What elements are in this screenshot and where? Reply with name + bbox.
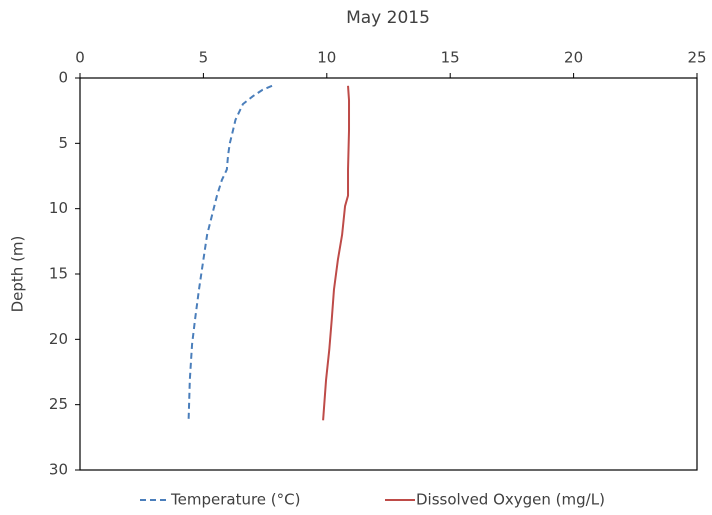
y-tick-label: 30 [49, 461, 68, 479]
y-tick-label: 20 [49, 330, 68, 348]
x-tick-label: 25 [687, 49, 706, 67]
series-line [187, 84, 273, 421]
x-tick-label: 10 [317, 49, 336, 67]
legend-label: Temperature (°C) [170, 491, 300, 509]
y-tick-label: 5 [58, 134, 68, 152]
series-line [322, 85, 351, 421]
legend-label: Dissolved Oxygen (mg/L) [416, 491, 605, 509]
x-tick-label: 0 [75, 49, 85, 67]
y-tick-label: 0 [58, 69, 68, 87]
y-tick-label: 25 [49, 395, 68, 413]
y-tick-label: 15 [49, 265, 68, 283]
x-tick-label: 5 [199, 49, 209, 67]
chart-title: May 2015 [346, 8, 430, 28]
plot-frame [79, 77, 698, 471]
x-tick-label: 20 [564, 49, 583, 67]
x-tick-label: 15 [441, 49, 460, 67]
y-axis-label: Depth (m) [9, 236, 27, 313]
y-tick-label: 10 [49, 199, 68, 217]
